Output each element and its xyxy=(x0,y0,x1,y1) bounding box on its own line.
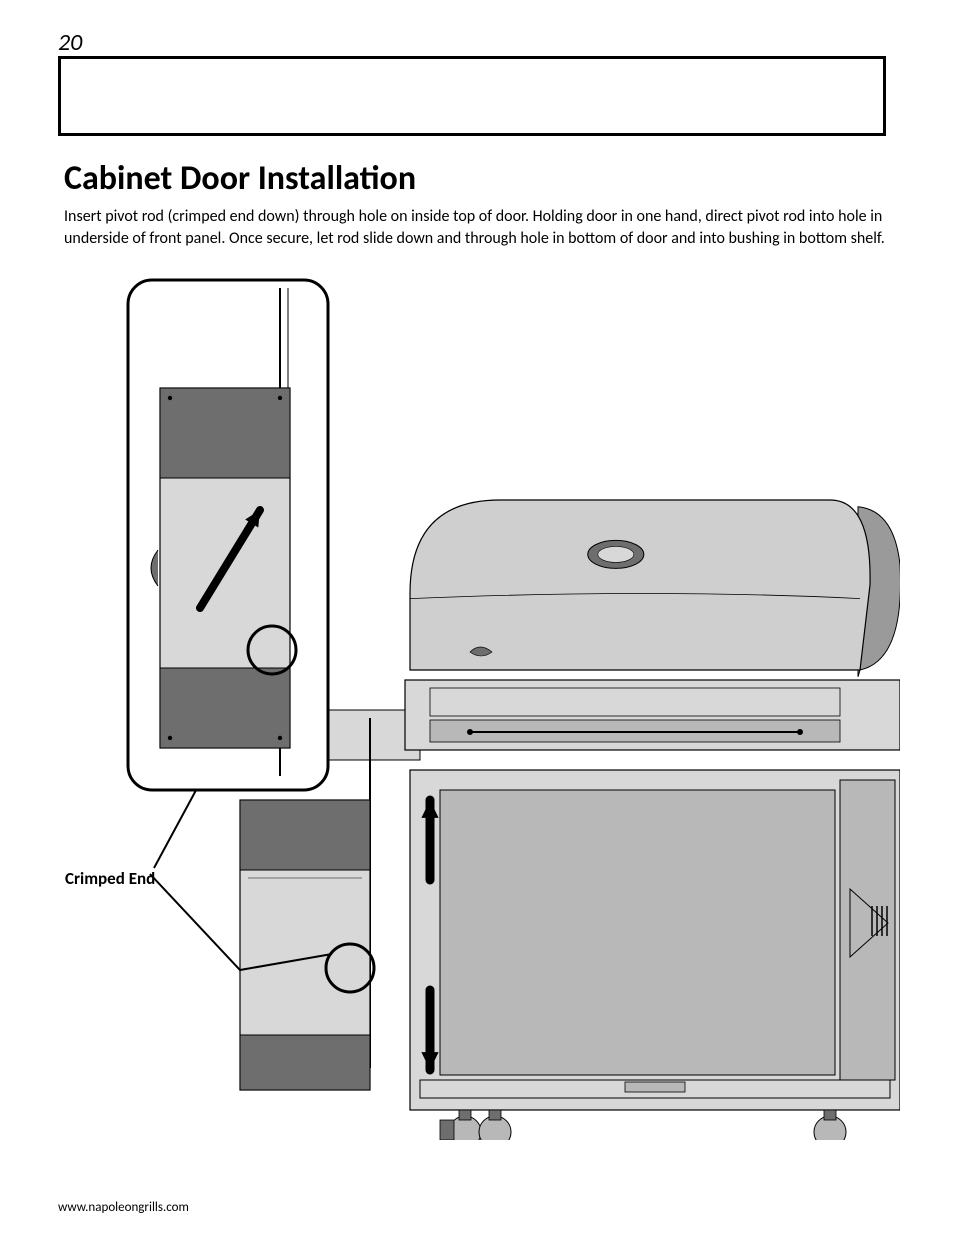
page-number: 20 xyxy=(58,28,82,57)
crimped-end-label: Crimped End xyxy=(65,868,155,889)
installation-diagram xyxy=(50,270,900,1140)
instruction-paragraph: Insert pivot rod (crimped end down) thro… xyxy=(64,206,888,249)
section-title: Cabinet Door Installation xyxy=(64,158,416,199)
footer-url: www.napoleongrills.com xyxy=(58,1200,898,1215)
header-box xyxy=(58,56,886,136)
